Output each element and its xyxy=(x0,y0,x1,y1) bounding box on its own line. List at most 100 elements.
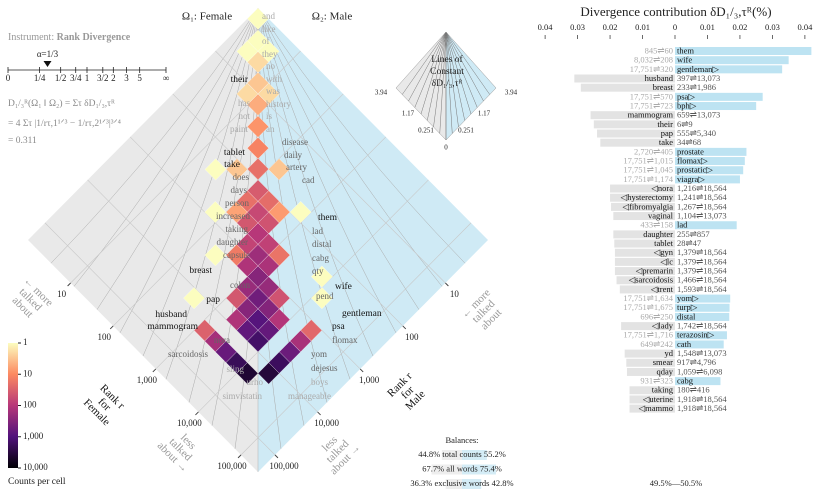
tick-mark xyxy=(359,368,364,373)
inset-label: 1.17 xyxy=(478,110,491,118)
balance-bar xyxy=(462,479,482,489)
bar-word: ◁fibromyalgia xyxy=(623,201,674,211)
bar xyxy=(675,56,789,65)
bar-rank: 555⇌5,340 xyxy=(677,128,716,138)
balance-text: 44.8% xyxy=(418,449,440,459)
bar-rank: 1,267⇌18,564 xyxy=(677,201,727,211)
bar xyxy=(614,257,675,266)
balance-row: 44.8% total counts 55.2% xyxy=(418,449,506,459)
bar-rank: 397⇌13,073 xyxy=(677,73,720,83)
word-label: manageable xyxy=(288,391,331,401)
corpus-title: Ω₂: Male xyxy=(312,11,353,23)
bar-title: Divergence contribution δD₁/₃,τᴿ(%) xyxy=(580,4,771,19)
word-label: and xyxy=(262,11,275,21)
bar-word: lad xyxy=(677,220,688,230)
bar-word: smear xyxy=(653,357,673,367)
word-label: disease xyxy=(282,137,308,147)
bar-rank: 1,742⇌18,564 xyxy=(677,321,727,331)
inset-line xyxy=(420,31,447,115)
bar-rank: 1,216⇌18,564 xyxy=(677,183,727,193)
balance-text: 55.2% xyxy=(484,449,506,459)
inset-label: 1.17 xyxy=(402,110,415,118)
balance-text: 42.8% xyxy=(492,478,514,488)
bar-word: ◁premarin xyxy=(636,266,674,276)
x-tick-label: 0.01 xyxy=(635,22,650,32)
bar-word: their xyxy=(657,119,673,129)
heatmap-cell xyxy=(236,82,259,105)
bar xyxy=(613,212,675,221)
bar xyxy=(580,83,675,92)
bar xyxy=(613,230,675,239)
word-label: like xyxy=(262,24,276,34)
x-tick-label: 0.03 xyxy=(570,22,585,32)
word-label: mammogram xyxy=(147,322,198,332)
heatmap-cell xyxy=(247,7,269,30)
heatmap-cell xyxy=(311,287,333,310)
heatmap-cell xyxy=(225,201,248,224)
balance-row: 36.3% exclusive words 42.8% xyxy=(410,478,513,488)
rank-tick-label: 100 xyxy=(97,332,111,342)
bar-word: pap xyxy=(661,128,673,138)
bar-footer: 49.5%—50.5% xyxy=(650,478,702,488)
balance-text: 36.3% xyxy=(410,478,432,488)
balance-text: 75.4% xyxy=(480,463,502,473)
bar-word: yd xyxy=(665,348,674,358)
bar-word: cath xyxy=(677,339,692,349)
bar-rank: 649⇌242 xyxy=(640,339,673,349)
word-label: not xyxy=(238,111,250,121)
bar-word: daughter xyxy=(643,229,673,239)
inset-line xyxy=(445,31,484,102)
word-label: an xyxy=(266,124,275,134)
heatmap-cell xyxy=(268,158,290,181)
rank-tick-label: 10,000 xyxy=(177,418,202,428)
alpha-tick-label: 3/2 xyxy=(97,73,109,83)
heatmap-cell xyxy=(289,201,312,224)
rank-tick-label: 100,000 xyxy=(217,461,247,471)
bar-rank: 1,918⇌18,564 xyxy=(677,394,727,404)
bar-word: viagra▷ xyxy=(677,174,705,184)
balance-bar xyxy=(431,464,462,475)
bar xyxy=(675,221,737,230)
rank-tick-label: 1,000 xyxy=(137,375,158,385)
bar-word: turp▷ xyxy=(677,302,698,312)
inset-line xyxy=(445,31,465,121)
bar xyxy=(629,404,675,413)
balance-row: 67.7% all words 75.4% xyxy=(422,463,502,473)
balance-text: all words xyxy=(446,463,477,473)
bar xyxy=(619,285,675,294)
colorbar-label: Counts per cell xyxy=(8,477,66,487)
inset-title: Lines of xyxy=(431,54,463,65)
bar xyxy=(675,157,745,166)
bar xyxy=(614,248,675,257)
x-tick-label: 0.04 xyxy=(538,22,554,32)
bar-word: vaginal xyxy=(648,211,674,221)
instrument: Instrument: Rank Divergence xyxy=(8,32,131,43)
bar-rank: 17,751⇌570 xyxy=(630,91,673,101)
word-label: increased xyxy=(216,211,250,221)
bar-rank: 2,720⇌405 xyxy=(634,146,673,156)
inset-label: 3.94 xyxy=(505,89,518,97)
heatmap-cell xyxy=(204,158,227,181)
bar xyxy=(675,303,730,312)
word-label: is xyxy=(266,111,273,121)
colorbar-tick-label: 10 xyxy=(23,368,33,378)
bar-rank: 1,059⇌6,098 xyxy=(677,366,722,376)
heatmap-cell xyxy=(257,82,280,105)
bar-rank: 28⇌47 xyxy=(677,238,701,248)
bar xyxy=(675,102,757,111)
tick-mark xyxy=(237,454,242,459)
balances-title: Balances: xyxy=(445,435,478,445)
alpha-tick-label: 1 xyxy=(85,73,90,83)
word-label: take xyxy=(224,160,240,170)
alpha-marker xyxy=(43,61,52,67)
bar-rank: 17,751⇌1,716 xyxy=(623,330,673,340)
word-label: cad xyxy=(302,175,315,185)
heatmap-cell xyxy=(225,244,248,267)
word-label: does xyxy=(233,172,250,182)
bar-rank: 433⇌158 xyxy=(640,220,673,230)
inset-line xyxy=(402,31,447,95)
bar xyxy=(616,276,675,285)
